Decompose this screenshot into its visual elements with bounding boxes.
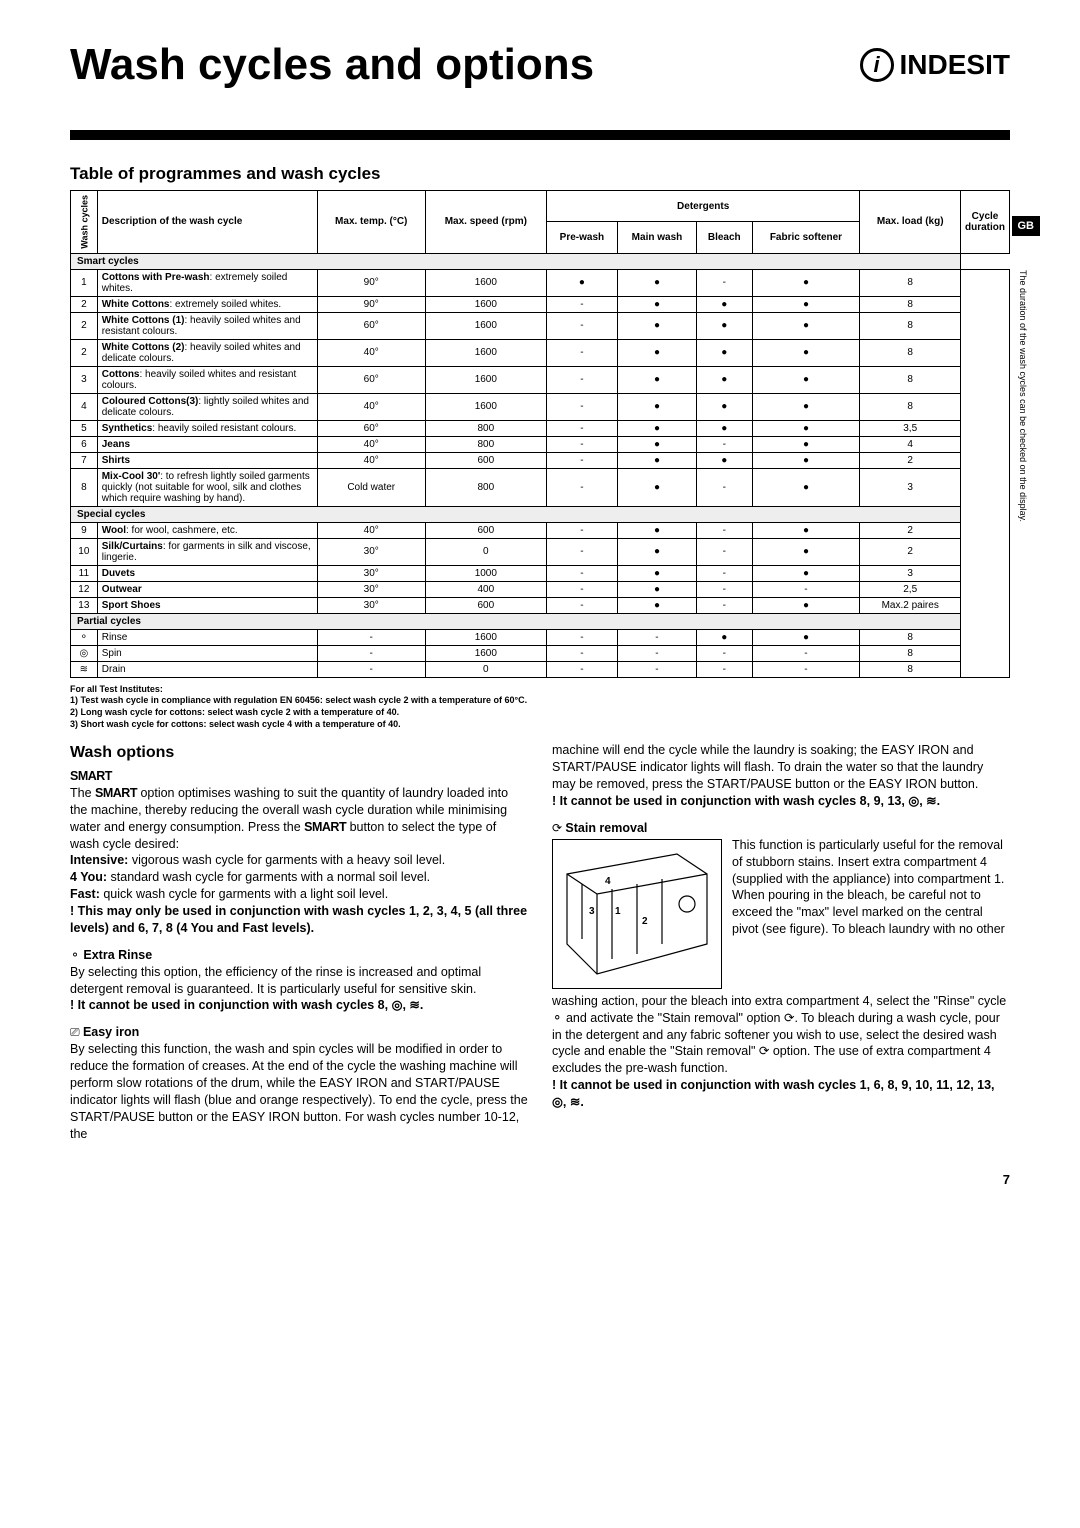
- fast-line: Fast: quick wash cycle for garments with…: [70, 886, 528, 903]
- brand-icon: [860, 48, 894, 82]
- footnote-0: For all Test Institutes:: [70, 684, 1010, 696]
- table-row: 7Shirts40°600-●●●2: [71, 452, 1010, 468]
- page-number: 7: [70, 1172, 1010, 1187]
- svg-text:2: 2: [642, 916, 648, 927]
- table-row: 13Sport Shoes30°600-●-●Max.2 paires: [71, 597, 1010, 613]
- col-prewash: Pre-wash: [546, 222, 617, 253]
- table-row: 2White Cottons (2): heavily soiled white…: [71, 339, 1010, 366]
- footnote-2: 2) Long wash cycle for cottons: select w…: [70, 707, 1010, 719]
- easy-iron-continuation: machine will end the cycle while the lau…: [552, 742, 1010, 793]
- table-row: 10Silk/Curtains: for garments in silk an…: [71, 538, 1010, 565]
- footnotes: For all Test Institutes: 1) Test wash cy…: [70, 684, 1010, 731]
- smart-warning: ! This may only be used in conjunction w…: [70, 903, 528, 937]
- table-row: 12Outwear30°400-●--2,5: [71, 581, 1010, 597]
- col-detergents: Detergents: [546, 191, 860, 222]
- drawer-figure: 4 3 1 2: [552, 839, 722, 989]
- stain-icon: ⟳: [552, 821, 565, 835]
- table-row: ◎Spin-1600----8: [71, 645, 1010, 661]
- footnote-3: 3) Short wash cycle for cottons: select …: [70, 719, 1010, 731]
- right-column: machine will end the cycle while the lau…: [552, 742, 1010, 1142]
- divider-bar: [70, 130, 1010, 140]
- table-row: 5Synthetics: heavily soiled resistant co…: [71, 420, 1010, 436]
- table-row: 2White Cottons: extremely soiled whites.…: [71, 296, 1010, 312]
- col-temp: Max. temp. (°C): [317, 191, 425, 254]
- brand-logo: INDESIT: [860, 48, 1010, 82]
- col-desc: Description of the wash cycle: [97, 191, 317, 254]
- table-row: 2White Cottons (1): heavily soiled white…: [71, 312, 1010, 339]
- table-section-row: Special cycles: [71, 506, 1010, 522]
- page-header: Wash cycles and options INDESIT: [70, 40, 1010, 90]
- smart-heading: SMART: [70, 768, 528, 785]
- programmes-table: Wash cycles Description of the wash cycl…: [70, 190, 1010, 678]
- page-title: Wash cycles and options: [70, 40, 594, 90]
- table-row: ⚬Rinse-1600--●●8: [71, 629, 1010, 645]
- col-mainwash: Main wash: [617, 222, 696, 253]
- wash-options-title: Wash options: [70, 742, 528, 764]
- table-section-row: Partial cycles: [71, 613, 1010, 629]
- table-row: 1Cottons with Pre-wash: extremely soiled…: [71, 269, 1010, 296]
- col-softener: Fabric softener: [752, 222, 860, 253]
- footnote-1: 1) Test wash cycle in compliance with re…: [70, 695, 1010, 707]
- table-row: 4Coloured Cottons(3): lightly soiled whi…: [71, 393, 1010, 420]
- stain-heading: ⟳ Stain removal: [552, 820, 1010, 837]
- drawer-svg: 4 3 1 2: [557, 844, 717, 984]
- iron-icon: ⎚: [70, 1025, 83, 1039]
- stain-body: This function is particularly useful for…: [732, 838, 1005, 936]
- svg-text:1: 1: [615, 906, 621, 917]
- extra-rinse-warning: ! It cannot be used in conjunction with …: [70, 997, 528, 1014]
- smart-paragraph: The SMART option optimises washing to su…: [70, 785, 528, 853]
- four-you-line: 4 You: standard wash cycle for garments …: [70, 869, 528, 886]
- extra-rinse-body: By selecting this option, the efficiency…: [70, 964, 528, 998]
- extra-rinse-heading: ⚬ Extra Rinse: [70, 947, 528, 964]
- table-row: 6Jeans40°800-●-●4: [71, 436, 1010, 452]
- table-row: 9Wool: for wool, cashmere, etc.40°600-●-…: [71, 522, 1010, 538]
- col-duration: Cycle duration: [961, 191, 1010, 254]
- intensive-line: Intensive: vigorous wash cycle for garme…: [70, 852, 528, 869]
- left-column: Wash options SMART The SMART option opti…: [70, 742, 528, 1142]
- table-section-row: Smart cycles: [71, 253, 1010, 269]
- programmes-table-wrap: Wash cycles Description of the wash cycl…: [70, 190, 1010, 678]
- col-speed: Max. speed (rpm): [425, 191, 546, 254]
- rinse-icon: ⚬: [70, 948, 83, 962]
- table-row: 8Mix-Cool 30': to refresh lightly soiled…: [71, 468, 1010, 506]
- col-cycle: Wash cycles: [71, 191, 98, 254]
- table-row: ≋Drain-0----8: [71, 661, 1010, 677]
- stain-warning: ! It cannot be used in conjunction with …: [552, 1077, 1010, 1111]
- svg-text:3: 3: [589, 906, 595, 917]
- stain-continuation: washing action, pour the bleach into ext…: [552, 993, 1010, 1077]
- easy-iron-body: By selecting this function, the wash and…: [70, 1041, 528, 1142]
- easy-iron-heading: ⎚ Easy iron: [70, 1024, 528, 1041]
- body-columns: Wash options SMART The SMART option opti…: [70, 742, 1010, 1142]
- duration-note: The duration of the wash cycles can be c…: [1018, 270, 1028, 670]
- language-tag: GB: [1012, 216, 1041, 236]
- col-load: Max. load (kg): [860, 191, 961, 254]
- table-row: 11Duvets30°1000-●-●3: [71, 565, 1010, 581]
- svg-text:4: 4: [605, 876, 611, 887]
- col-bleach: Bleach: [697, 222, 753, 253]
- easy-iron-warning: ! It cannot be used in conjunction with …: [552, 793, 1010, 810]
- brand-name: INDESIT: [900, 49, 1010, 81]
- table-section-title: Table of programmes and wash cycles: [70, 164, 1010, 184]
- table-row: 3Cottons: heavily soiled whites and resi…: [71, 366, 1010, 393]
- stain-figure-and-text: 4 3 1 2 This function is particularly us…: [552, 837, 1010, 938]
